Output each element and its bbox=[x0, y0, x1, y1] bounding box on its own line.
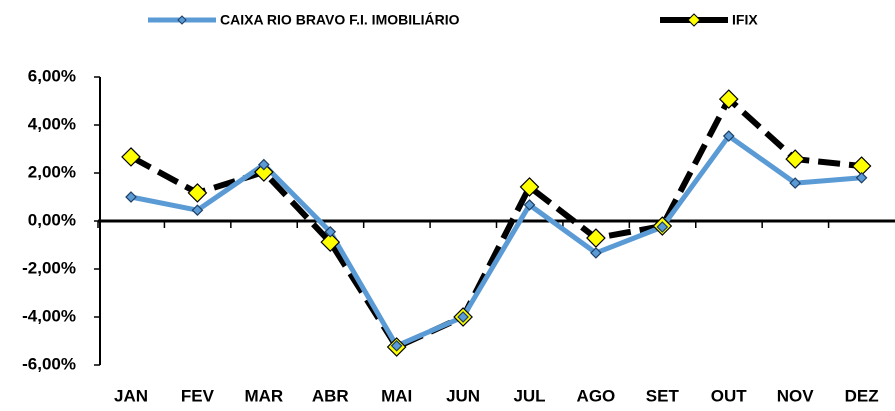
y-tick-label: 2,00% bbox=[28, 162, 76, 181]
x-tick-label: OUT bbox=[711, 386, 748, 405]
marker bbox=[519, 177, 540, 197]
x-tick-label: MAI bbox=[381, 386, 412, 405]
series-line bbox=[129, 96, 862, 350]
marker bbox=[457, 311, 469, 323]
series-line bbox=[130, 133, 862, 349]
marker bbox=[590, 247, 602, 259]
marker bbox=[390, 339, 403, 352]
marker bbox=[253, 162, 274, 182]
legend-marker bbox=[687, 13, 701, 27]
marker bbox=[187, 183, 208, 203]
marker bbox=[257, 158, 270, 171]
marker bbox=[718, 89, 739, 109]
marker bbox=[320, 232, 341, 252]
y-tick-label: 6,00% bbox=[28, 66, 76, 85]
legend-marker bbox=[177, 15, 187, 25]
marker bbox=[586, 228, 606, 248]
x-tick-label: JAN bbox=[114, 386, 148, 405]
x-tick-label: JUL bbox=[513, 386, 545, 405]
marker bbox=[121, 147, 141, 167]
legend-label: CAIXA RIO BRAVO F.I. IMOBILIÁRIO bbox=[220, 12, 460, 28]
y-tick-label: -2,00% bbox=[22, 258, 76, 277]
x-tick-label: SET bbox=[646, 386, 680, 405]
y-tick-label: 0,00% bbox=[28, 210, 76, 229]
x-tick-label: MAR bbox=[244, 386, 283, 405]
y-tick-label: -4,00% bbox=[22, 306, 76, 325]
marker bbox=[324, 225, 337, 238]
y-tick-label: 4,00% bbox=[28, 114, 76, 133]
marker bbox=[722, 130, 735, 142]
x-tick-label: NOV bbox=[777, 386, 815, 405]
x-tick-label: DEZ bbox=[845, 386, 879, 405]
marker bbox=[855, 171, 868, 184]
x-tick-label: JUN bbox=[446, 386, 480, 405]
marker bbox=[523, 199, 536, 211]
x-tick-label: FEV bbox=[181, 386, 215, 405]
marker bbox=[656, 221, 669, 233]
marker bbox=[125, 191, 137, 203]
marker bbox=[789, 177, 802, 189]
marker bbox=[785, 149, 806, 169]
y-tick-label: -6,00% bbox=[22, 354, 76, 373]
legend-label: IFIX bbox=[732, 12, 758, 28]
marker bbox=[191, 204, 204, 217]
x-tick-label: ABR bbox=[312, 386, 349, 405]
x-tick-label: AGO bbox=[577, 386, 616, 405]
